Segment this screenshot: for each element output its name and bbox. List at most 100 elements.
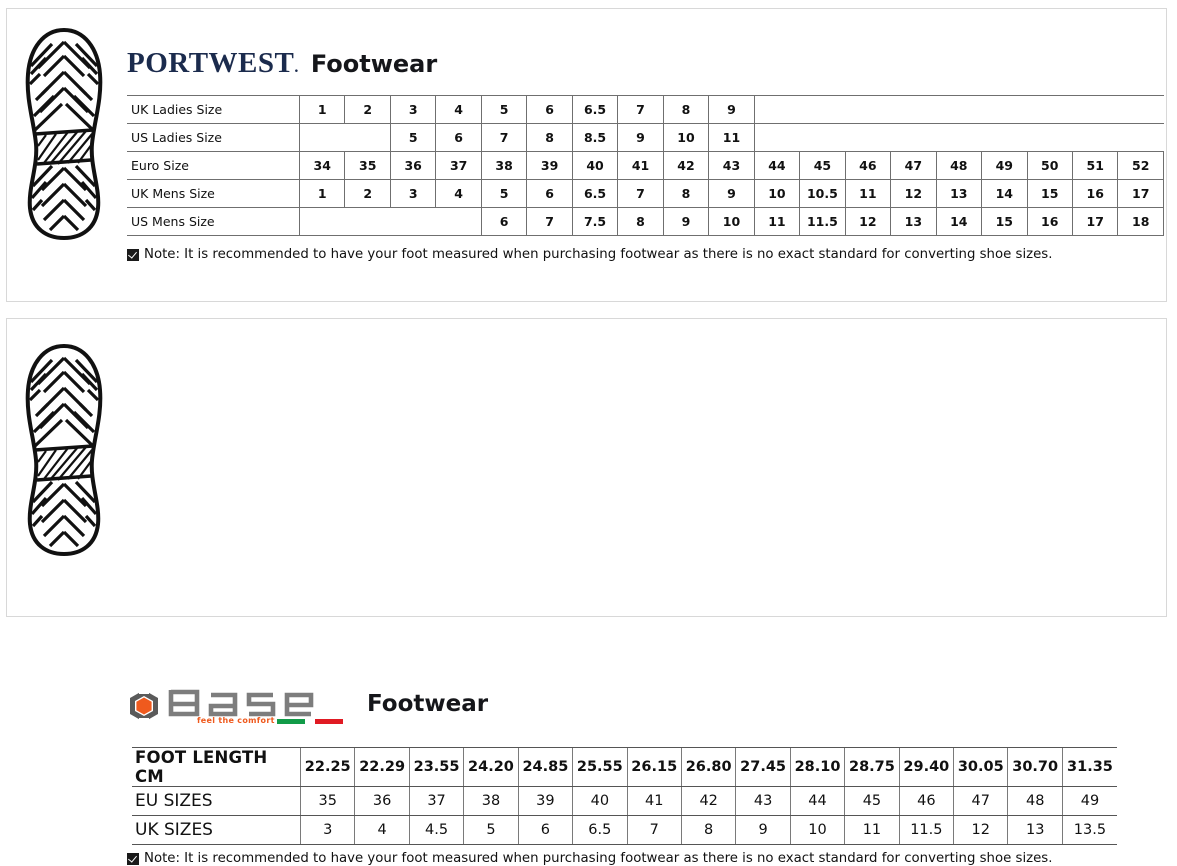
table-cell: 47 <box>953 786 1008 816</box>
table-cell: 13.5 <box>1061 815 1117 845</box>
table-cell: 6 <box>480 207 527 236</box>
table-row: UK Ladies Size 1 2 3 4 5 6 6.5 7 8 9 <box>127 95 1164 124</box>
table-cell <box>344 123 391 152</box>
table-cell <box>890 123 937 152</box>
table-cell: 14 <box>935 207 982 236</box>
base-brand-header: feel the comfort Footwear <box>127 687 489 725</box>
table-cell: 25.55 <box>572 747 628 787</box>
row-label: UK SIZES <box>132 815 301 845</box>
table-cell: 43 <box>708 151 755 180</box>
table-cell: 49 <box>1061 786 1117 816</box>
base-category-label: Footwear <box>367 691 489 717</box>
table-cell: 6 <box>517 815 573 845</box>
table-cell <box>936 95 982 124</box>
portwest-brand-header: PORTWEST. Footwear <box>127 49 437 78</box>
table-cell: 38 <box>480 151 527 180</box>
table-cell: 1 <box>298 179 345 208</box>
table-cell: 17 <box>1071 207 1118 236</box>
table-cell: 46 <box>898 786 954 816</box>
table-cell: 11 <box>844 815 900 845</box>
row-label: UK Ladies Size <box>127 95 300 124</box>
table-cell: 36 <box>354 786 410 816</box>
table-cell: 36 <box>389 151 436 180</box>
base-note: Note: It is recommended to have your foo… <box>127 851 1052 866</box>
table-cell: 44 <box>753 151 800 180</box>
table-cell <box>298 207 345 236</box>
table-cell: 8 <box>526 123 573 152</box>
table-cell: 12 <box>844 207 891 236</box>
checkbox-checked-icon <box>127 248 139 261</box>
italian-flag-red-bar <box>315 719 343 724</box>
table-cell: 9 <box>662 207 709 236</box>
row-label: Euro Size <box>127 151 300 180</box>
table-cell: 29.40 <box>898 747 954 787</box>
portwest-logo-dot: . <box>294 59 299 76</box>
table-cell: 50 <box>1026 151 1073 180</box>
table-cell: 18 <box>1117 207 1164 236</box>
table-cell: 6.5 <box>571 95 618 124</box>
table-cell: 42 <box>662 151 709 180</box>
italian-flag-green-bar <box>277 719 305 724</box>
table-cell: 12 <box>890 179 937 208</box>
table-cell <box>1027 95 1073 124</box>
table-cell: 51 <box>1071 151 1118 180</box>
table-cell: 15 <box>1026 179 1073 208</box>
table-cell: 2 <box>344 95 391 124</box>
table-cell <box>799 95 846 124</box>
base-wordmark <box>168 689 314 717</box>
table-cell: 43 <box>735 786 791 816</box>
table-cell: 5 <box>389 123 436 152</box>
table-cell: 8.5 <box>571 123 618 152</box>
table-cell: 11 <box>844 179 891 208</box>
table-cell: 6 <box>526 95 573 124</box>
table-cell: 6 <box>435 123 482 152</box>
table-cell <box>753 95 800 124</box>
table-cell: 41 <box>617 151 664 180</box>
table-cell: 48 <box>1007 786 1063 816</box>
table-cell: 27.45 <box>735 747 791 787</box>
table-cell <box>845 123 891 152</box>
table-cell: 7.5 <box>571 207 618 236</box>
table-cell <box>799 123 846 152</box>
table-cell: 30.05 <box>953 747 1008 787</box>
table-cell: 10.5 <box>799 179 846 208</box>
table-cell: 13 <box>935 179 982 208</box>
table-row: UK SIZES 3 4 4.5 5 6 6.5 7 8 9 10 11 11.5 12 13 13.5 <box>132 815 1117 845</box>
table-cell: 45 <box>844 786 900 816</box>
table-cell: 7 <box>617 179 664 208</box>
checkbox-checked-icon <box>127 852 139 865</box>
table-cell: 16 <box>1026 207 1073 236</box>
table-cell: 11.5 <box>898 815 954 845</box>
table-row: EU SIZES 35 36 37 38 39 40 41 42 43 44 45 46 47 48 49 <box>132 786 1117 816</box>
table-cell: 7 <box>626 815 682 845</box>
table-row: Euro Size 34 35 36 37 38 39 40 41 42 43 44 45 46 47 48 4… <box>127 151 1164 180</box>
table-cell: 3 <box>299 815 355 845</box>
table-cell <box>435 207 482 236</box>
table-cell: 5 <box>480 179 527 208</box>
table-row: US Mens Size 6 7 7.5 8 9 10 11 11.5 12 13 14 15 16 17 1… <box>127 207 1164 236</box>
table-cell: 40 <box>571 151 618 180</box>
row-label: UK Mens Size <box>127 179 300 208</box>
table-cell: 37 <box>435 151 482 180</box>
table-cell <box>981 95 1027 124</box>
table-row: FOOT LENGTH CM 22.25 22.29 23.55 24.20 24.85 2… <box>132 747 1117 787</box>
table-cell: 10 <box>708 207 755 236</box>
portwest-logo-text: PORTWEST <box>127 47 295 79</box>
table-cell: 48 <box>935 151 982 180</box>
base-note-text: Note: It is recommended to have your foo… <box>144 851 1053 866</box>
table-cell: 11 <box>708 123 755 152</box>
table-cell: 9 <box>617 123 664 152</box>
table-cell: 7 <box>526 207 573 236</box>
row-label: FOOT LENGTH CM <box>132 747 301 787</box>
table-cell <box>1117 123 1164 152</box>
table-cell: 2 <box>344 179 391 208</box>
table-cell: 17 <box>1117 179 1164 208</box>
shoe-sole-tread-icon <box>25 27 103 241</box>
table-cell: 40 <box>572 786 628 816</box>
table-cell: 28.10 <box>789 747 845 787</box>
table-cell: 1 <box>298 95 345 124</box>
table-cell <box>890 95 937 124</box>
row-label: US Mens Size <box>127 207 300 236</box>
table-cell: 10 <box>753 179 800 208</box>
table-cell: 24.85 <box>517 747 573 787</box>
